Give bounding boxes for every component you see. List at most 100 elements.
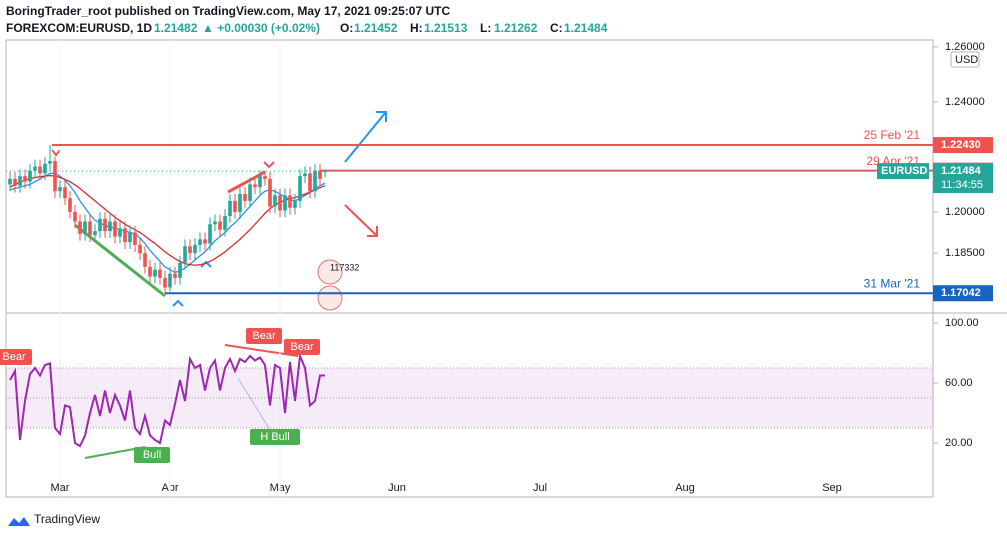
candle-body bbox=[308, 173, 312, 192]
y-tick-label: 100.00 bbox=[945, 317, 979, 329]
candle-body bbox=[203, 239, 207, 244]
candle-body bbox=[173, 273, 177, 278]
y-tick-label: 20.00 bbox=[945, 437, 973, 449]
ohlc-label: C: bbox=[550, 21, 563, 35]
symbol: FOREXCOM:EURUSD, 1D bbox=[6, 21, 152, 35]
candle-body bbox=[323, 171, 327, 173]
y-tick-label: 1.20000 bbox=[945, 206, 985, 218]
resistance-trendline bbox=[227, 170, 266, 194]
candle-body bbox=[18, 176, 22, 186]
signal-box bbox=[250, 429, 300, 445]
ohlc-value: 1.21262 bbox=[494, 21, 538, 35]
candle-body bbox=[288, 195, 292, 208]
candle-body bbox=[178, 262, 182, 278]
ohlc-label: O: bbox=[340, 21, 353, 35]
candle-body bbox=[88, 221, 92, 236]
signal-box bbox=[284, 339, 320, 355]
candle-body bbox=[148, 266, 152, 277]
candle-body bbox=[168, 273, 172, 288]
candle-body bbox=[23, 176, 27, 182]
change: ▲ +0.00030 (+0.02%) bbox=[202, 21, 320, 35]
x-tick-label: Jul bbox=[533, 482, 547, 494]
down-arrow bbox=[344, 204, 378, 237]
candle-body bbox=[293, 200, 297, 208]
candle-body bbox=[128, 232, 132, 243]
candle-body bbox=[143, 253, 147, 267]
candle-body bbox=[63, 187, 67, 199]
brand: TradingView bbox=[34, 512, 100, 526]
candle-body bbox=[313, 170, 317, 192]
candle-body bbox=[48, 161, 52, 164]
candle-body bbox=[113, 221, 117, 237]
level-date: 25 Feb '21 bbox=[864, 128, 921, 142]
candle-body bbox=[253, 184, 257, 188]
x-tick-label: Sep bbox=[822, 482, 842, 494]
level-box bbox=[933, 285, 993, 302]
candle-body bbox=[133, 232, 137, 245]
level-label: 1.22430 bbox=[941, 139, 981, 151]
event-label: 117332 bbox=[330, 262, 359, 272]
candle-body bbox=[33, 166, 37, 171]
level-date: 31 Mar '21 bbox=[864, 276, 921, 290]
moving-average bbox=[9, 174, 326, 266]
pivot-low bbox=[172, 299, 184, 307]
up-arrow-head bbox=[376, 111, 387, 122]
ohlc-label: L: bbox=[480, 21, 491, 35]
candle-body bbox=[218, 221, 222, 230]
signal-label: Bear bbox=[252, 330, 276, 342]
candle-body bbox=[228, 200, 232, 217]
y-tick-label: 60.00 bbox=[945, 377, 973, 389]
signal-box bbox=[134, 447, 170, 463]
pivot-high bbox=[51, 149, 61, 157]
candle-body bbox=[93, 231, 97, 236]
y-tick-label: 1.24000 bbox=[945, 96, 985, 108]
candle-body bbox=[208, 224, 212, 244]
candle-body bbox=[298, 176, 302, 201]
signal-box bbox=[0, 349, 32, 365]
current-name: EURUSD bbox=[881, 165, 928, 177]
candle-body bbox=[303, 173, 307, 177]
candle-body bbox=[98, 218, 102, 232]
candle-body bbox=[188, 246, 192, 254]
signal-label: Bear bbox=[290, 341, 314, 353]
countdown: 11:34:55 bbox=[941, 179, 983, 191]
candle-body bbox=[193, 244, 197, 254]
candle-body bbox=[68, 198, 72, 212]
rsi-band bbox=[6, 368, 933, 428]
ohlc-value: 1.21484 bbox=[564, 21, 608, 35]
current-price: 1.21484 bbox=[941, 165, 982, 177]
candle-body bbox=[268, 178, 272, 207]
candle-body bbox=[8, 178, 12, 185]
candle-body bbox=[248, 184, 252, 201]
candle-body bbox=[73, 211, 77, 222]
pivot-low bbox=[200, 260, 212, 268]
candle-body bbox=[123, 228, 127, 243]
candle-body bbox=[28, 170, 32, 182]
candle-body bbox=[278, 195, 282, 211]
candle-body bbox=[58, 187, 62, 192]
candle-body bbox=[263, 176, 267, 179]
event-icon bbox=[317, 285, 343, 311]
current-box bbox=[933, 163, 993, 194]
candle-body bbox=[13, 178, 17, 186]
candle-body bbox=[78, 221, 82, 234]
ohlc-label: H: bbox=[410, 21, 423, 35]
candle-body bbox=[163, 277, 167, 288]
candle-body bbox=[258, 176, 262, 188]
candle-body bbox=[43, 163, 47, 174]
signal-label: Bull bbox=[143, 449, 161, 461]
y-tick-label: 1.18500 bbox=[945, 247, 985, 259]
candle-body bbox=[158, 269, 162, 278]
candle-body bbox=[198, 239, 202, 245]
signal-label: Bear bbox=[2, 351, 26, 363]
hidden-divergence bbox=[237, 377, 271, 431]
level-box bbox=[933, 137, 993, 154]
signal-box bbox=[246, 328, 282, 344]
candle-body bbox=[238, 194, 242, 212]
candle-body bbox=[273, 195, 277, 207]
candle-body bbox=[53, 161, 57, 192]
candle-body bbox=[243, 194, 247, 201]
candle-body bbox=[233, 200, 237, 212]
brand-logo bbox=[8, 517, 30, 526]
